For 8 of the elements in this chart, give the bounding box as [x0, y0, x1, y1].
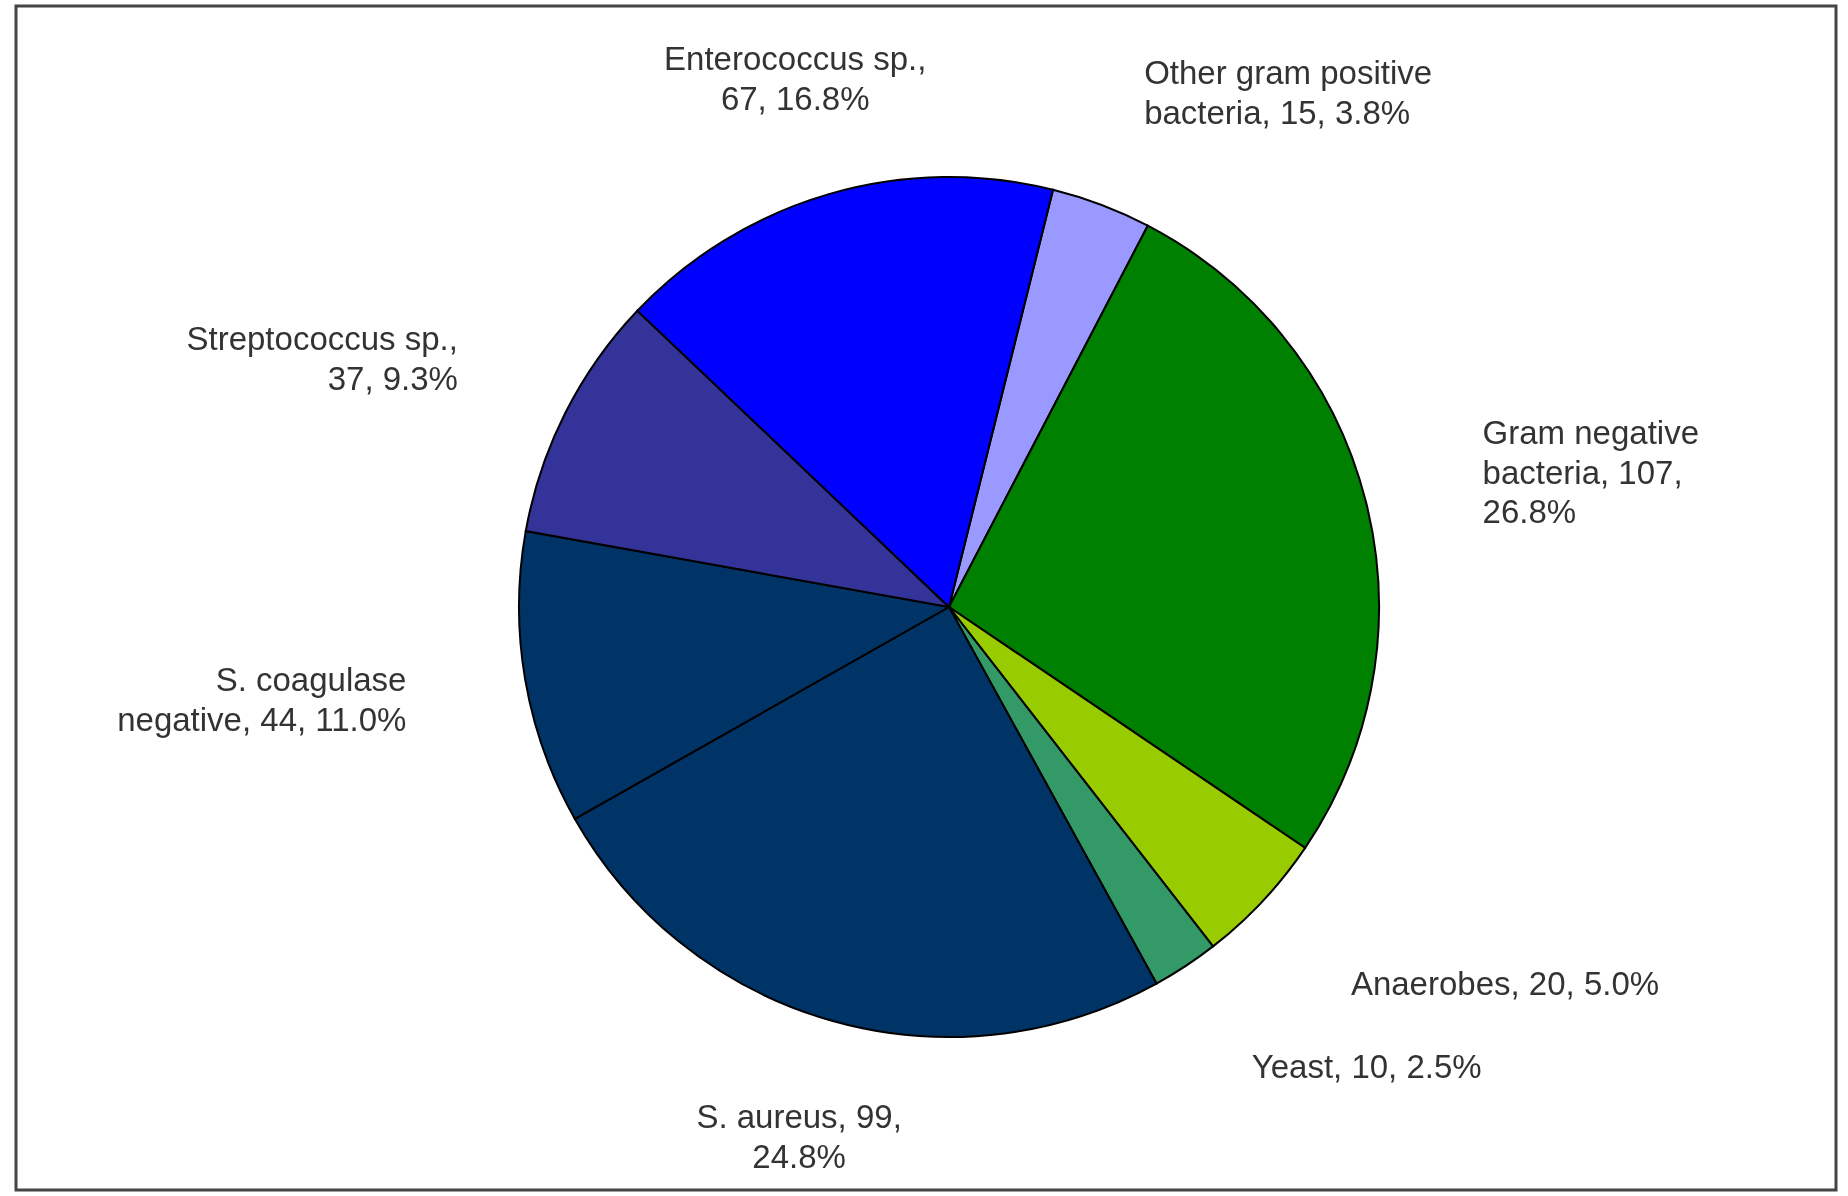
slice-label: S. coagulase negative, 44, 11.0%: [117, 661, 407, 738]
slice-label: Enterococcus sp., 67, 16.8%: [664, 40, 927, 117]
slice-label: S. aureus, 99, 24.8%: [696, 1098, 902, 1175]
slice-label: Gram negative bacteria, 107, 26.8%: [1482, 413, 1700, 531]
slice-label: Other gram positive bacteria, 15, 3.8%: [1144, 54, 1433, 131]
slice-label: Streptococcus sp., 37, 9.3%: [186, 320, 458, 397]
slice-label: Anaerobes, 20, 5.0%: [1350, 964, 1660, 1002]
slice-label: Yeast, 10, 2.5%: [1251, 1048, 1482, 1086]
